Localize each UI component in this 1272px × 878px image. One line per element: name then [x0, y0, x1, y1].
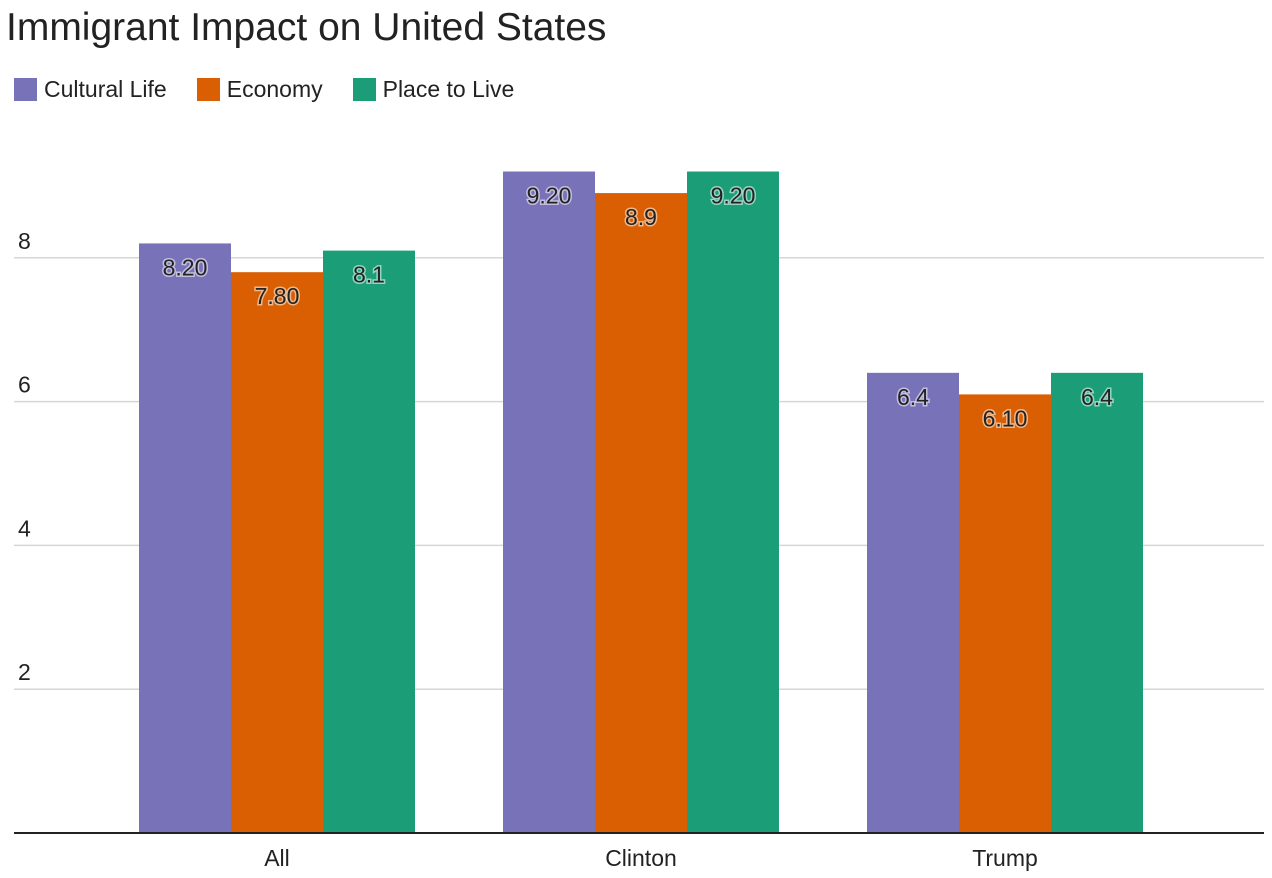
bar-trump-cultural-life[interactable] [867, 372, 959, 833]
bar-all-place-to-live[interactable] [323, 250, 415, 834]
x-tick-label-all: All [264, 845, 290, 871]
chart-title: Immigrant Impact on United States [6, 6, 607, 49]
bar-all-economy[interactable] [231, 272, 323, 833]
bar-clinton-place-to-live[interactable] [687, 171, 779, 833]
legend-label-place-to-live: Place to Live [382, 76, 515, 102]
legend-swatch-economy [196, 78, 220, 101]
legend-label-cultural-life: Cultural Life [44, 76, 167, 102]
data-label-trump-place-to-live: 6.4 [1081, 384, 1113, 410]
data-label-all-cultural-life: 8.20 [163, 254, 208, 280]
bar-trump-place-to-live[interactable] [1051, 372, 1143, 833]
legend-swatch-cultural-life [14, 78, 37, 101]
legend-item-cultural-life[interactable]: Cultural Life [14, 76, 167, 103]
legend-label-economy: Economy [226, 76, 323, 102]
y-tick-label-2: 2 [18, 659, 31, 685]
bar-clinton-economy[interactable] [595, 193, 687, 834]
data-label-trump-economy: 6.10 [983, 405, 1028, 431]
data-label-all-place-to-live: 8.1 [353, 262, 385, 288]
legend: Cultural Life Economy Place to Live [14, 76, 544, 103]
x-tick-label-clinton: Clinton [605, 845, 677, 871]
data-label-trump-cultural-life: 6.4 [897, 384, 929, 410]
data-label-clinton-cultural-life: 9.20 [527, 183, 572, 209]
data-label-all-economy: 7.80 [255, 283, 300, 309]
legend-item-place-to-live[interactable]: Place to Live [352, 76, 515, 103]
x-tick-label-trump: Trump [972, 845, 1038, 871]
y-tick-label-8: 8 [18, 228, 31, 254]
y-tick-label-6: 6 [18, 372, 31, 398]
data-label-clinton-place-to-live: 9.20 [711, 183, 756, 209]
legend-swatch-place-to-live [352, 78, 376, 101]
data-label-clinton-economy: 8.9 [625, 204, 657, 230]
bar-trump-economy[interactable] [959, 394, 1051, 833]
bar-all-cultural-life[interactable] [139, 243, 231, 834]
y-tick-label-4: 4 [18, 515, 31, 541]
legend-item-economy[interactable]: Economy [196, 76, 323, 103]
bar-clinton-cultural-life[interactable] [503, 171, 595, 833]
